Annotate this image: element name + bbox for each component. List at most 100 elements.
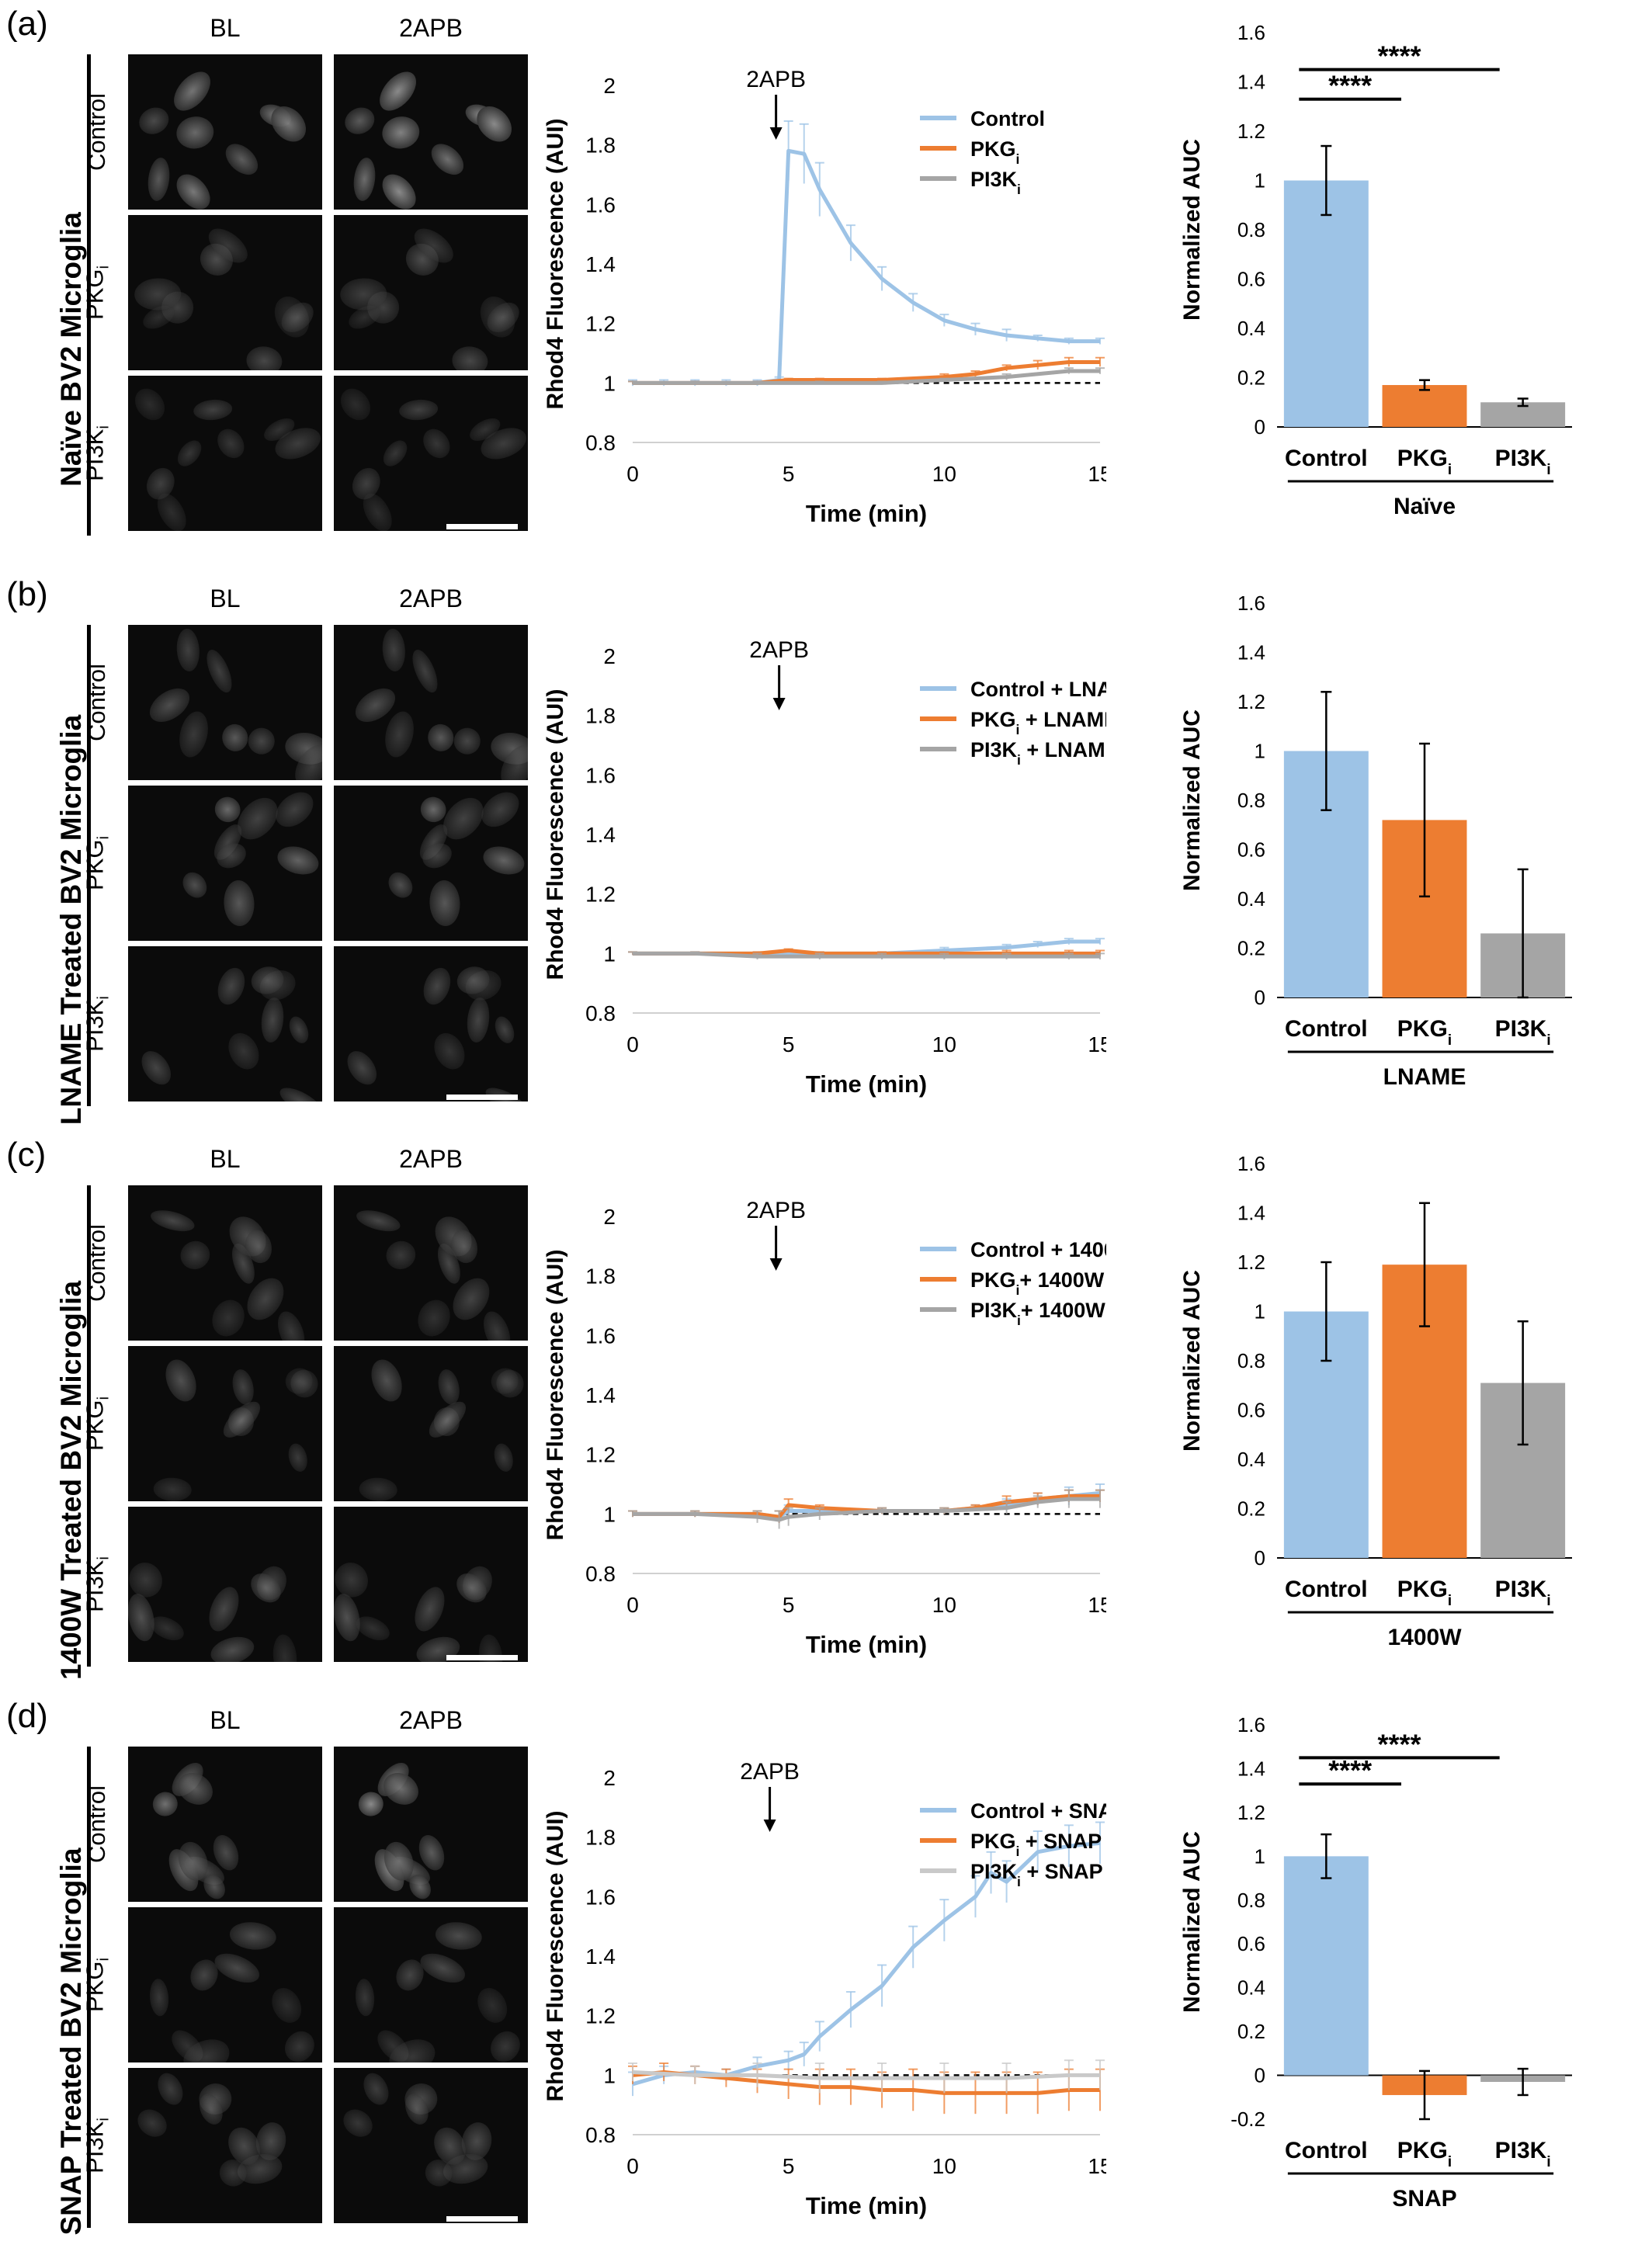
cell-body bbox=[136, 1046, 177, 1090]
cell-body bbox=[285, 1014, 312, 1046]
bar-chart: -0.2 0 0.2 0.4 0.6 0.8 1 1.2 1.4 1.6 Normalized AU… bbox=[1179, 1713, 1572, 2212]
group-label: Naïve bbox=[1393, 494, 1456, 519]
series-0 bbox=[628, 120, 1105, 387]
y-axis-label: Normalized AUC bbox=[1179, 1831, 1205, 2013]
cell-body bbox=[425, 721, 457, 755]
cell-body bbox=[175, 628, 201, 672]
cell-body bbox=[416, 1947, 470, 1989]
y-tick-label: 0.8 bbox=[1237, 789, 1265, 812]
y-tick-label: 1.6 bbox=[585, 1885, 616, 1909]
cell-body bbox=[373, 64, 424, 118]
cell-body bbox=[274, 841, 322, 879]
cell-body bbox=[412, 1294, 456, 1341]
micrograph-row-label: PI3Ki bbox=[81, 425, 113, 481]
cell-body bbox=[384, 868, 418, 903]
y-tick-label: 0.4 bbox=[1237, 1448, 1265, 1471]
legend-label: Control + SNAP bbox=[970, 1799, 1106, 1823]
cell-body bbox=[448, 722, 486, 760]
cell-body bbox=[213, 964, 250, 1008]
category-label: PI3Ki bbox=[1495, 1577, 1551, 1609]
micrograph-column-title: BL bbox=[210, 585, 241, 612]
micrograph-row-label: Control bbox=[83, 664, 110, 741]
category-label: PKGi bbox=[1397, 446, 1452, 478]
scale-bar bbox=[446, 524, 518, 529]
line-chart: 0.8 1 1.2 1.4 1.6 1.8 2 0 5 10 15 Time (min) Rhod4 F… bbox=[543, 1198, 1106, 1658]
y-tick-label: 1.8 bbox=[585, 1826, 616, 1850]
micrograph-image bbox=[128, 1747, 322, 1902]
cell-body bbox=[334, 382, 377, 426]
panel-label: (c) bbox=[6, 1136, 47, 1174]
y-axis-label: Normalized AUC bbox=[1179, 709, 1205, 891]
y-tick-label: 0.6 bbox=[1237, 268, 1265, 291]
scale-bar bbox=[446, 1655, 518, 1660]
micrograph-column-title: 2APB bbox=[399, 585, 463, 612]
cell-body bbox=[397, 398, 439, 422]
micrograph-row-label: Control bbox=[83, 93, 110, 171]
cell-body bbox=[145, 156, 172, 203]
x-tick-label: 0 bbox=[626, 1593, 639, 1617]
category-label: PKGi bbox=[1397, 2138, 1452, 2170]
group-label: LNAME bbox=[1383, 1064, 1466, 1090]
y-axis-label: Rhod4 Fluorescence (AUI) bbox=[543, 1249, 568, 1540]
y-tick-label: 1.2 bbox=[1237, 1801, 1265, 1824]
legend-label: PI3Ki bbox=[970, 168, 1021, 197]
cell-body bbox=[428, 879, 462, 928]
y-tick-label: 1 bbox=[1255, 1300, 1265, 1324]
y-tick-label: 0.8 bbox=[1237, 218, 1265, 241]
cell-body bbox=[245, 344, 283, 370]
micrograph-image bbox=[334, 1907, 528, 2062]
micrograph-row-label: PI3Ki bbox=[81, 2118, 113, 2173]
micrograph-row-label: PKGi bbox=[81, 1396, 113, 1451]
y-tick-label: 1.2 bbox=[1237, 690, 1265, 713]
y-tick-label: 0 bbox=[1255, 2064, 1265, 2087]
cell-body bbox=[354, 1206, 403, 1236]
cell-body bbox=[429, 1028, 471, 1075]
panel-label: (a) bbox=[6, 5, 48, 43]
scale-bar bbox=[446, 2216, 518, 2222]
y-tick-label: 1.4 bbox=[1237, 1757, 1265, 1780]
y-tick-label: 1.4 bbox=[1237, 71, 1265, 94]
category-label: PI3Ki bbox=[1495, 1016, 1551, 1049]
y-axis-label: Rhod4 Fluorescence (AUI) bbox=[543, 1810, 568, 2101]
series-2 bbox=[628, 1489, 1105, 1529]
annotation-2apb: 2APB bbox=[749, 637, 809, 663]
y-tick-label: 0.4 bbox=[1237, 317, 1265, 340]
y-tick-label: 0 bbox=[1255, 1546, 1265, 1570]
y-tick-label: 2 bbox=[603, 1766, 616, 1790]
side-bracket: LNAME Treated BV2 Microglia bbox=[48, 625, 91, 1125]
micrograph-image bbox=[128, 1185, 322, 1341]
cell-body bbox=[351, 156, 378, 203]
micrograph-image bbox=[128, 1346, 322, 1501]
legend-label: Control + 1400W bbox=[970, 1238, 1106, 1261]
panel-d: (d) SNAP Treated BV2 Microglia BL 2APB Contr… bbox=[0, 1692, 1652, 2235]
series-2 bbox=[628, 951, 1105, 959]
micrograph-image bbox=[334, 786, 528, 941]
y-tick-label: 0.2 bbox=[1237, 2020, 1265, 2043]
series-line bbox=[633, 360, 1100, 385]
y-tick-label: 1 bbox=[1255, 169, 1265, 193]
cell-body bbox=[206, 1294, 251, 1341]
y-tick-label: 1.2 bbox=[585, 883, 616, 907]
micrograph-column-title: 2APB bbox=[399, 14, 463, 42]
y-tick-label: 1 bbox=[603, 2063, 616, 2087]
y-tick-label: 1.4 bbox=[1237, 641, 1265, 664]
side-bracket: 1400W Treated BV2 Microglia bbox=[48, 1185, 91, 1680]
x-axis-label: Time (min) bbox=[806, 2192, 927, 2219]
cell-body bbox=[380, 113, 422, 152]
x-tick-label: 15 bbox=[1088, 1032, 1106, 1056]
y-tick-label: 1.2 bbox=[585, 2004, 616, 2028]
x-tick-label: 0 bbox=[626, 462, 639, 486]
cell-body bbox=[380, 708, 418, 761]
cell-body bbox=[450, 344, 489, 370]
micrograph-image bbox=[334, 1747, 528, 1902]
cell-body bbox=[276, 1082, 322, 1101]
micrograph-image bbox=[128, 786, 322, 941]
x-tick-label: 15 bbox=[1088, 2154, 1106, 2178]
micrograph-image bbox=[128, 1507, 322, 1662]
bar-0 bbox=[1283, 180, 1369, 427]
cell-body bbox=[272, 1307, 311, 1341]
cell-body bbox=[259, 996, 286, 1044]
micrograph-row-label: PKGi bbox=[81, 836, 113, 890]
significance-label: **** bbox=[1377, 1728, 1421, 1760]
x-tick-label: 0 bbox=[626, 1032, 639, 1056]
